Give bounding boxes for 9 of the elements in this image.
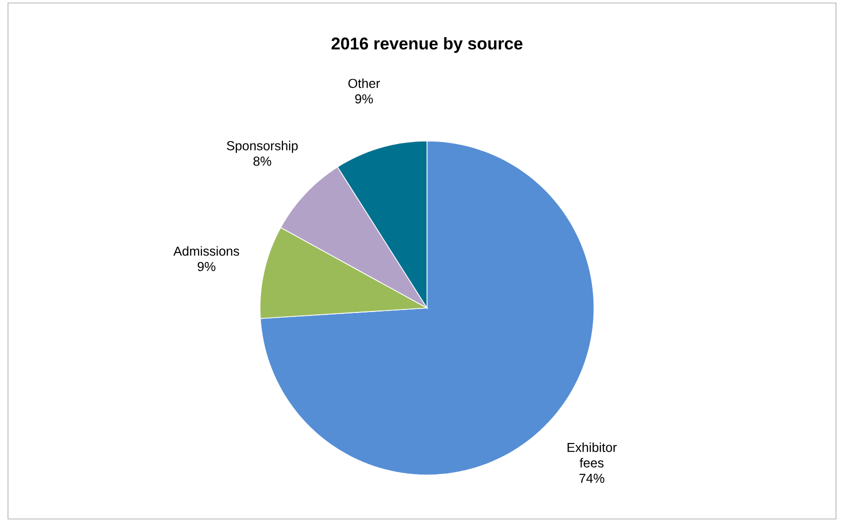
slice-label: Other	[348, 78, 380, 88]
slice-label: Sponsorship	[226, 140, 298, 153]
data-label: 9%	[355, 94, 373, 104]
slice-label: Admissions	[173, 246, 240, 256]
chart-title: 2016 revenue by source	[332, 37, 522, 53]
slice-label: Exhibitor fees	[568, 442, 617, 468]
data-label: 9%	[198, 262, 216, 272]
data-label: 74%	[579, 474, 604, 483]
data-label: 8%	[253, 156, 272, 166]
